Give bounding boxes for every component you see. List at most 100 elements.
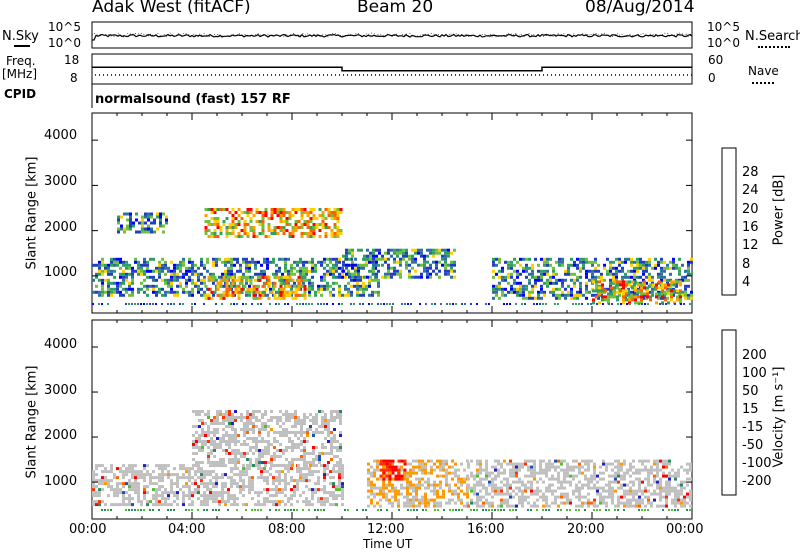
power-echo-cell — [245, 281, 248, 285]
velocity-echo-cell — [258, 449, 261, 452]
power-echo-cell — [306, 211, 310, 214]
power-echo-cell — [585, 260, 588, 264]
power-echo-cell — [444, 257, 447, 261]
power-echo-cell — [248, 293, 251, 297]
power-echo-cell — [492, 257, 495, 261]
velocity-echo-cell — [575, 465, 578, 469]
velocity-echo-cell — [251, 482, 254, 486]
power-echo-cell — [170, 278, 173, 282]
velocity-echo-cell — [653, 477, 656, 481]
velocity-echo-cell — [641, 492, 644, 496]
power-echo-cell — [225, 284, 229, 288]
power-echo-cell — [303, 275, 307, 279]
velocity-echo-cell — [95, 479, 98, 483]
velocity-echo-cell — [188, 467, 191, 471]
velocity-echo-cell — [213, 440, 216, 443]
velocity-echo-cell — [155, 464, 158, 468]
power-echo-cell — [636, 275, 639, 279]
power-echo-cell — [597, 263, 600, 267]
velocity-echo-cell — [339, 446, 342, 449]
velocity-echo-cell — [647, 489, 650, 493]
power-echo-cell — [450, 266, 453, 270]
power-echo-cell — [450, 251, 453, 255]
power-echo-cell — [332, 263, 335, 267]
velocity-echo-cell — [161, 470, 164, 474]
velocity-echo-cell — [476, 504, 479, 508]
power-ground-cell — [641, 303, 643, 305]
velocity-echo-cell — [527, 495, 530, 499]
power-echo-cell — [393, 260, 396, 264]
power-echo-cell — [576, 257, 579, 261]
power-echo-cell — [155, 290, 158, 294]
velocity-echo-cell — [560, 480, 563, 484]
velocity-echo-cell — [251, 479, 254, 483]
power-echo-cell — [252, 229, 256, 232]
power-echo-cell — [690, 296, 693, 300]
velocity-echo-cell — [470, 501, 473, 505]
velocity-echo-cell — [524, 498, 527, 502]
velocity-echo-cell — [415, 477, 418, 481]
power-echo-cell — [228, 226, 232, 229]
power-echo-cell — [579, 290, 582, 294]
velocity-echo-cell — [264, 422, 267, 425]
power-echo-cell — [543, 257, 546, 261]
velocity-echo-cell — [210, 431, 213, 434]
velocity-echo-cell — [299, 467, 302, 471]
velocity-echo-cell — [266, 482, 269, 486]
power-echo-cell — [637, 283, 640, 287]
power-echo-cell — [321, 223, 325, 226]
power-echo-cell — [297, 287, 301, 291]
velocity-echo-cell — [158, 473, 161, 477]
power-echo-cell — [633, 293, 636, 297]
power-echo-cell — [657, 272, 660, 276]
velocity-echo-cell — [617, 459, 620, 463]
velocity-echo-cell — [665, 465, 668, 469]
power-ground-cell — [146, 303, 148, 305]
power-echo-cell — [377, 290, 380, 294]
velocity-echo-cell — [418, 459, 421, 463]
velocity-echo-cell — [225, 410, 228, 413]
velocity-echo-cell — [341, 467, 344, 471]
velocity-echo-cell — [473, 483, 476, 487]
power-echo-cell — [308, 269, 311, 273]
power-echo-cell — [296, 263, 299, 267]
power-echo-cell — [540, 269, 543, 273]
power-echo-cell — [645, 266, 648, 270]
velocity-echo-cell — [228, 446, 231, 449]
power-echo-cell — [206, 257, 209, 261]
velocity-echo-cell — [397, 465, 400, 469]
power-echo-cell — [362, 284, 365, 288]
power-echo-cell — [305, 266, 308, 270]
velocity-echo-cell — [149, 479, 152, 483]
velocity-echo-cell — [198, 461, 201, 464]
velocity-echo-cell — [173, 473, 176, 477]
power-echo-cell — [615, 269, 618, 273]
power-echo-cell — [261, 211, 265, 214]
velocity-echo-cell — [418, 480, 421, 484]
velocity-echo-cell — [122, 494, 125, 498]
velocity-echo-cell — [263, 470, 266, 474]
power-ground-cell — [629, 303, 631, 305]
power-echo-cell — [603, 278, 606, 282]
velocity-echo-cell — [305, 473, 308, 477]
velocity-echo-cell — [315, 422, 318, 425]
power-ground-cell — [521, 303, 523, 305]
velocity-echo-cell — [285, 434, 288, 437]
power-echo-cell — [173, 290, 176, 294]
velocity-echo-cell — [403, 471, 406, 475]
velocity-echo-cell — [255, 416, 258, 419]
power-echo-cell — [258, 220, 262, 223]
power-echo-cell — [107, 281, 110, 285]
velocity-echo-cell — [261, 461, 264, 464]
velocity-echo-cell — [611, 489, 614, 493]
velocity-echo-cell — [409, 462, 412, 466]
velocity-echo-cell — [336, 440, 339, 443]
power-echo-cell — [377, 269, 380, 273]
velocity-echo-cell — [294, 434, 297, 437]
power-echo-cell — [660, 293, 663, 297]
power-echo-cell — [159, 221, 162, 225]
velocity-echo-cell — [258, 461, 261, 464]
velocity-echo-cell — [680, 480, 683, 484]
power-ground-cell — [587, 303, 589, 305]
power-echo-cell — [240, 281, 244, 285]
